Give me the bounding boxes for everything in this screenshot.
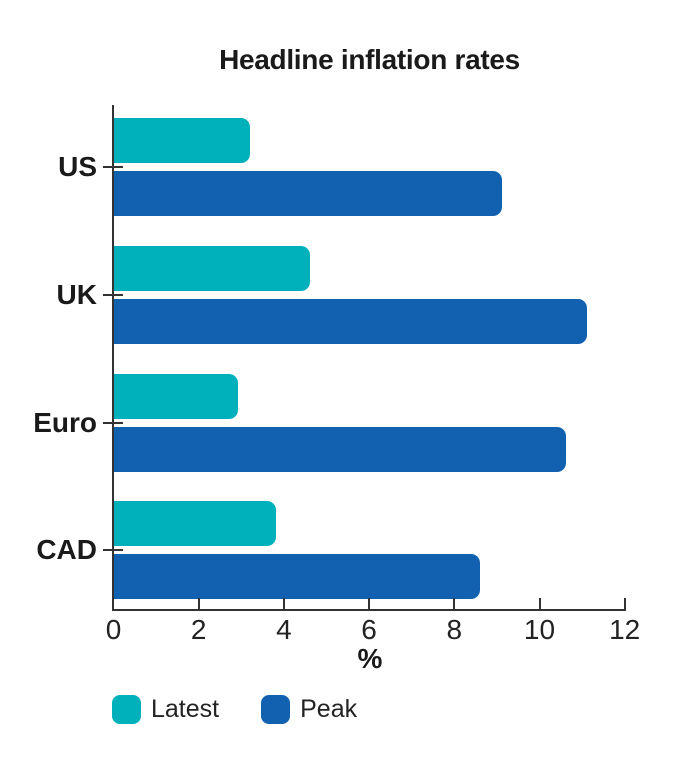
x-tick-label-8: 8 xyxy=(446,614,463,645)
bar-latest-euro xyxy=(114,373,238,419)
x-axis-line xyxy=(112,609,626,611)
category-label-us: US xyxy=(58,151,97,182)
legend-item-peak: Peak xyxy=(261,695,357,724)
x-tick-8 xyxy=(453,598,456,610)
x-tick-4 xyxy=(282,598,285,610)
x-tick-label-6: 6 xyxy=(361,614,377,645)
chart-title: Headline inflation rates xyxy=(219,44,520,75)
category-tick-cad xyxy=(103,549,123,552)
legend: Latest Peak xyxy=(112,695,357,724)
x-tick-label-0: 0 xyxy=(105,614,122,645)
bar-latest-uk xyxy=(114,245,310,291)
legend-item-latest: Latest xyxy=(112,695,219,724)
x-tick-label-4: 4 xyxy=(276,614,292,645)
x-tick-label-12: 12 xyxy=(609,614,641,645)
category-label-euro: Euro xyxy=(33,406,97,438)
bar-peak-euro xyxy=(114,426,566,472)
x-tick-label-10: 10 xyxy=(523,614,556,645)
x-tick-label-2: 2 xyxy=(190,614,207,645)
legend-label-latest: Latest xyxy=(151,695,220,723)
x-axis-title: % xyxy=(357,643,383,674)
category-label-uk: UK xyxy=(56,278,97,310)
bar-latest-cad xyxy=(114,501,276,547)
category-tick-uk xyxy=(103,293,123,296)
bar-peak-cad xyxy=(114,554,481,600)
x-tick-12 xyxy=(623,598,626,610)
bar-latest-us xyxy=(114,118,251,163)
category-label-cad: CAD xyxy=(36,534,97,566)
y-axis-line xyxy=(112,105,114,611)
bar-peak-us xyxy=(114,171,502,216)
x-tick-6 xyxy=(368,598,371,610)
x-tick-10 xyxy=(538,598,541,610)
legend-swatch-peak xyxy=(261,695,291,724)
legend-swatch-latest xyxy=(112,695,141,724)
x-tick-2 xyxy=(197,598,200,610)
legend-label-peak: Peak xyxy=(300,695,358,723)
bar-peak-uk xyxy=(114,298,587,344)
category-tick-euro xyxy=(103,421,123,424)
category-tick-us xyxy=(103,166,123,168)
